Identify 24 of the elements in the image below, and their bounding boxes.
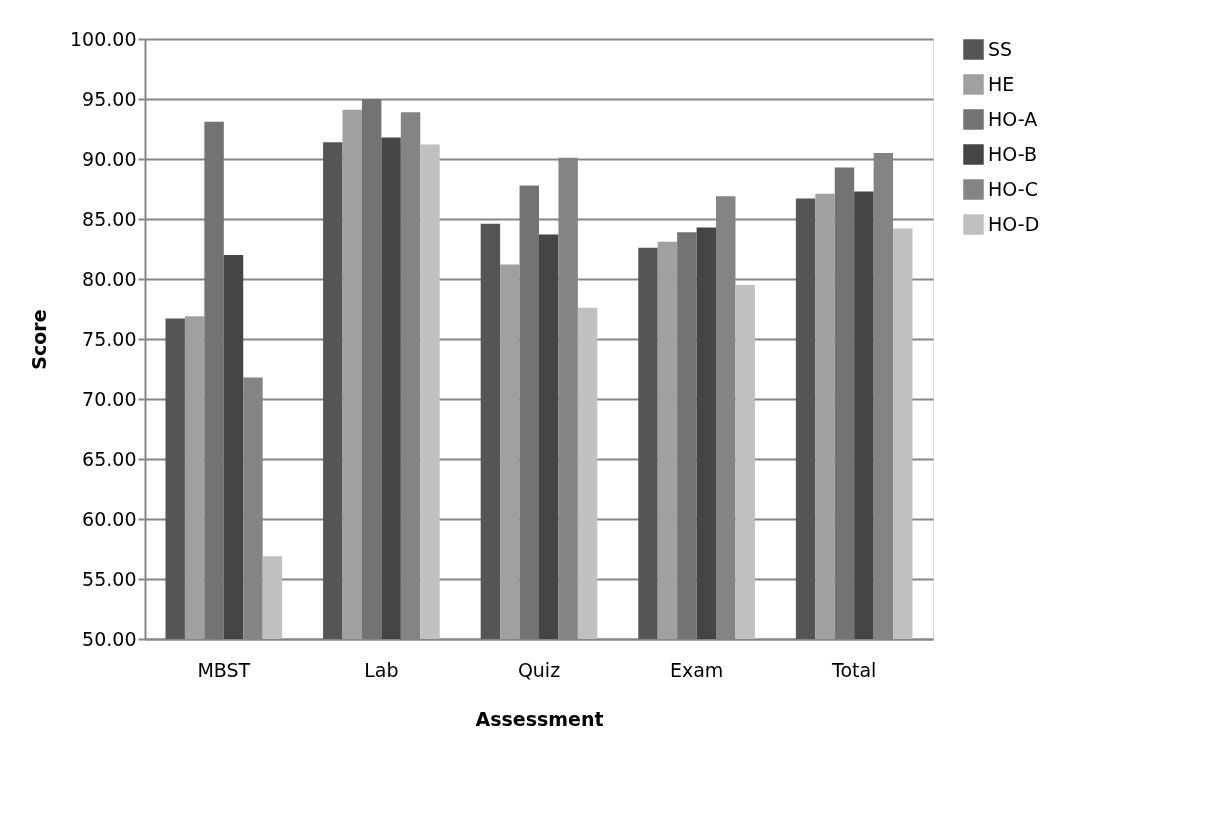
x-tick-label: Lab — [364, 658, 399, 681]
y-axis-title: Score — [28, 309, 51, 370]
y-tick-label: 100.00 — [70, 27, 137, 50]
x-tick-label: Exam — [669, 658, 724, 681]
legend-label: HO-C — [988, 177, 1038, 200]
y-tick-label: 90.00 — [82, 147, 137, 170]
y-tick-label: 80.00 — [82, 267, 137, 290]
x-tick-label: MBST — [197, 658, 251, 681]
x-tick-label: Total — [831, 658, 877, 681]
legend-label: HO-D — [988, 212, 1040, 235]
x-axis-title: Assessment — [475, 707, 604, 730]
y-tick-label: 65.00 — [82, 447, 137, 470]
y-tick-label: 70.00 — [82, 387, 137, 410]
y-tick-label: 85.00 — [82, 207, 137, 230]
y-tick-label: 55.00 — [82, 567, 137, 590]
legend-label: SS — [988, 37, 1013, 60]
legend-label: HO-A — [988, 107, 1038, 130]
y-tick-label: 60.00 — [82, 507, 137, 530]
y-tick-label: 75.00 — [82, 327, 137, 350]
y-tick-label: 50.00 — [82, 627, 137, 650]
y-tick-label: 95.00 — [82, 87, 137, 110]
legend-label: HO-B — [988, 142, 1037, 165]
x-tick-label: Quiz — [517, 658, 561, 681]
legend-label: HE — [988, 72, 1015, 95]
